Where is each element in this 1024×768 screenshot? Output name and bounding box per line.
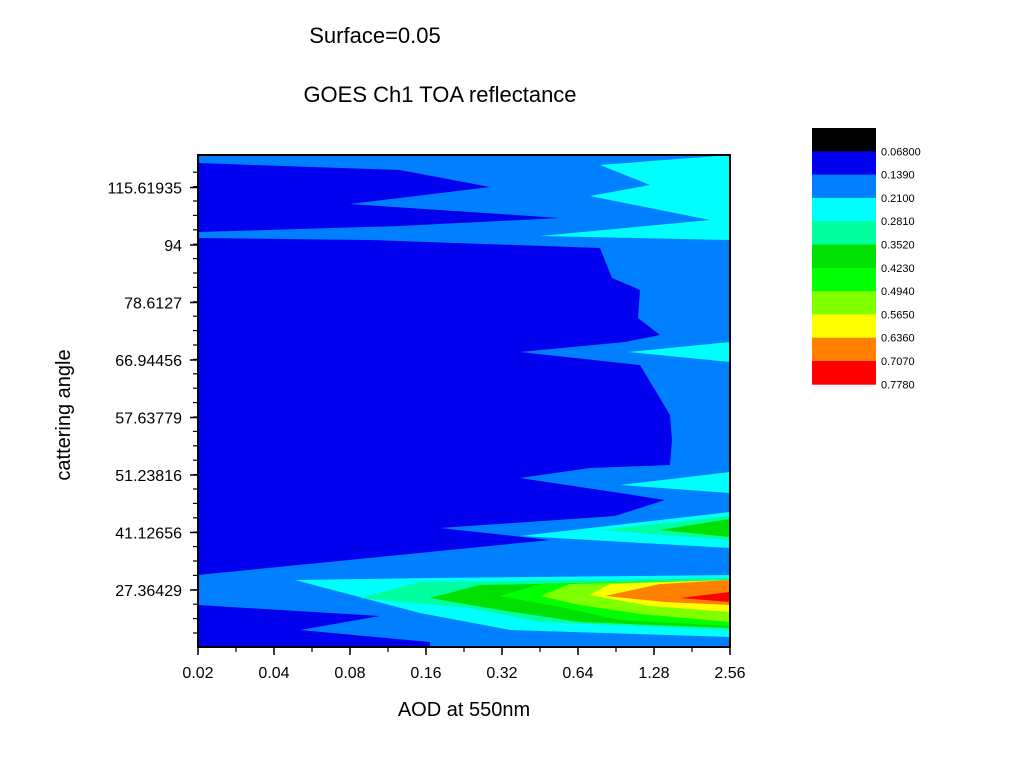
contour-band-cyan bbox=[628, 342, 730, 362]
x-tick-label: 0.64 bbox=[562, 665, 593, 682]
contour-band-green bbox=[660, 519, 730, 537]
legend-swatch bbox=[812, 128, 876, 152]
legend-level-label: 0.3520 bbox=[881, 240, 915, 252]
legend-swatch bbox=[812, 221, 876, 245]
contour-plot-area bbox=[198, 155, 730, 647]
legend-level-label: 0.06800 bbox=[881, 146, 921, 158]
legend-level-label: 0.4230 bbox=[881, 263, 915, 275]
legend-swatch bbox=[812, 244, 876, 269]
chart-title: GOES Ch1 TOA reflectance bbox=[303, 82, 576, 107]
chart-subtitle: Surface=0.05 bbox=[309, 23, 440, 48]
legend-swatch bbox=[812, 314, 876, 339]
legend-level-label: 0.2810 bbox=[881, 216, 915, 228]
x-tick-label: 0.32 bbox=[486, 665, 517, 682]
legend-swatch bbox=[812, 151, 876, 175]
color-legend: 0.06800 0.1390 0.2100 0.2810 0.3520 0.4230 0.4… bbox=[812, 128, 921, 391]
legend-level-label: 0.1390 bbox=[881, 170, 915, 182]
contour-band-dark-blue bbox=[198, 605, 430, 647]
legend-level-label: 0.4940 bbox=[881, 286, 915, 298]
y-axis: 27.36429 41.12656 51.23816 57.63779 66.94456… bbox=[108, 171, 198, 634]
y-tick-label: 66.94456 bbox=[115, 353, 182, 370]
y-tick-label: 78.6127 bbox=[124, 296, 182, 313]
legend-level-label: 0.6360 bbox=[881, 333, 915, 345]
legend-level-label: 0.5650 bbox=[881, 309, 915, 321]
legend-swatch bbox=[812, 197, 876, 222]
legend-swatch bbox=[812, 337, 876, 362]
legend-swatch bbox=[812, 174, 876, 199]
x-tick-label: 1.28 bbox=[638, 665, 669, 682]
x-tick-label: 0.02 bbox=[182, 665, 213, 682]
x-axis-label: AOD at 550nm bbox=[398, 699, 530, 721]
y-tick-label: 94 bbox=[164, 238, 182, 255]
y-tick-label: 51.23816 bbox=[115, 468, 182, 485]
contour-band-dark-blue bbox=[198, 163, 560, 232]
legend-swatch bbox=[812, 291, 876, 315]
legend-level-label: 0.2100 bbox=[881, 193, 915, 205]
x-tick-label: 0.04 bbox=[258, 665, 289, 682]
y-tick-label: 57.63779 bbox=[115, 411, 182, 428]
contour-band-spring-green bbox=[600, 516, 730, 540]
x-axis: 0.02 0.04 0.08 0.16 0.32 0.64 1.28 2.56 bbox=[182, 647, 746, 682]
legend-swatch bbox=[812, 361, 876, 385]
legend-level-label: 0.7070 bbox=[881, 356, 915, 368]
x-tick-label: 2.56 bbox=[714, 665, 745, 682]
y-tick-label: 115.61935 bbox=[108, 181, 183, 198]
x-tick-label: 0.16 bbox=[410, 665, 441, 682]
legend-swatch bbox=[812, 267, 876, 292]
x-tick-label: 0.08 bbox=[334, 665, 365, 682]
legend-level-label: 0.7780 bbox=[881, 379, 915, 391]
contour-band-cyan bbox=[620, 472, 730, 493]
y-tick-label: 27.36429 bbox=[115, 583, 182, 600]
y-axis-label: cattering angle bbox=[53, 349, 75, 480]
y-tick-label: 41.12656 bbox=[115, 526, 182, 543]
contour-band-dark-blue bbox=[198, 238, 672, 575]
contour-band-red bbox=[680, 592, 730, 602]
contour-band-cyan bbox=[540, 155, 730, 240]
